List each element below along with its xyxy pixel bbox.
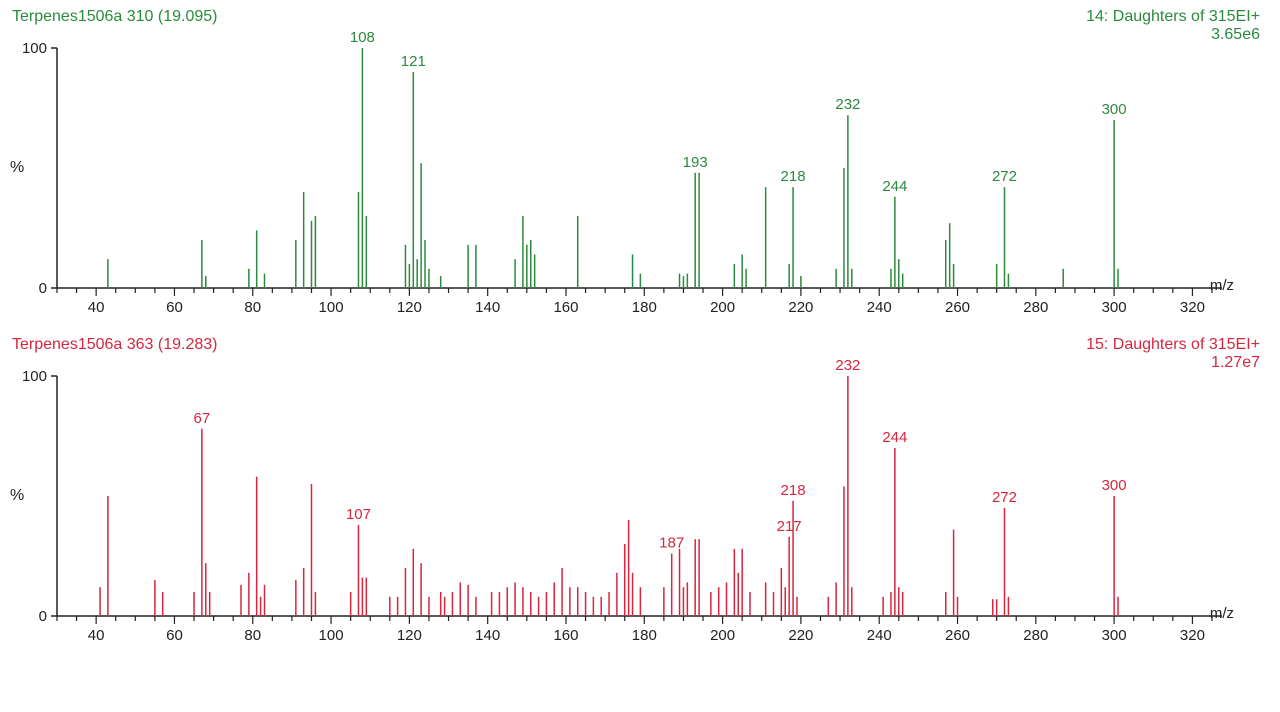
mass-spectrum-svg: 0 100 40 60 80 100 120 140 160 180 200 220 240 260 280…: [12, 28, 1242, 318]
svg-text:260: 260: [945, 627, 970, 644]
peak-label: 121: [401, 53, 426, 70]
svg-text:m/z: m/z: [1210, 605, 1234, 622]
svg-text:160: 160: [553, 299, 578, 316]
svg-text:80: 80: [244, 299, 261, 316]
svg-text:100: 100: [319, 627, 344, 644]
header-right-line1: 14: Daughters of 315EI+: [1086, 8, 1260, 26]
panel-header: Terpenes1506a 363 (19.283) 15: Daughters …: [12, 336, 1268, 356]
chart-area: % 0 100 40 60 80 100 120 140 160 180 200 220 240 260 28…: [12, 356, 1268, 646]
svg-text:40: 40: [88, 627, 105, 644]
peak-label: 300: [1102, 101, 1127, 118]
header-left-title: Terpenes1506a 310 (19.095): [12, 8, 218, 26]
peak-label: 193: [683, 154, 708, 171]
svg-text:80: 80: [244, 627, 261, 644]
svg-text:200: 200: [710, 627, 735, 644]
svg-text:160: 160: [553, 627, 578, 644]
svg-text:m/z: m/z: [1210, 277, 1234, 294]
svg-text:120: 120: [397, 299, 422, 316]
svg-text:120: 120: [397, 627, 422, 644]
peak-label: 218: [781, 168, 806, 185]
svg-text:300: 300: [1102, 627, 1127, 644]
svg-text:180: 180: [632, 299, 657, 316]
y-axis-label: %: [10, 159, 24, 177]
svg-text:140: 140: [475, 299, 500, 316]
svg-text:60: 60: [166, 627, 183, 644]
svg-text:180: 180: [632, 627, 657, 644]
svg-text:100: 100: [319, 299, 344, 316]
spectrum-panel-top: Terpenes1506a 310 (19.095) 14: Daughters …: [12, 8, 1268, 318]
svg-text:220: 220: [788, 299, 813, 316]
peak-label: 187: [659, 535, 684, 552]
svg-text:100: 100: [22, 40, 47, 57]
svg-text:240: 240: [867, 627, 892, 644]
svg-text:40: 40: [88, 299, 105, 316]
svg-text:300: 300: [1102, 299, 1127, 316]
svg-text:0: 0: [39, 608, 47, 625]
svg-text:260: 260: [945, 299, 970, 316]
svg-text:320: 320: [1180, 299, 1205, 316]
peak-label: 218: [781, 482, 806, 499]
peak-label: 232: [835, 357, 860, 374]
peak-label: 244: [882, 429, 907, 446]
peak-label: 244: [882, 178, 907, 195]
svg-text:220: 220: [788, 627, 813, 644]
svg-text:280: 280: [1023, 299, 1048, 316]
spectrum-panel-bottom: Terpenes1506a 363 (19.283) 15: Daughters …: [12, 336, 1268, 646]
svg-text:200: 200: [710, 299, 735, 316]
svg-text:0: 0: [39, 280, 47, 297]
header-left-title: Terpenes1506a 363 (19.283): [12, 336, 218, 354]
mass-spectrum-svg: 0 100 40 60 80 100 120 140 160 180 200 220 240 260 280…: [12, 356, 1242, 646]
peak-label: 217: [777, 518, 802, 535]
peak-label: 67: [194, 410, 211, 427]
svg-text:320: 320: [1180, 627, 1205, 644]
svg-text:100: 100: [22, 368, 47, 385]
peak-label: 272: [992, 489, 1017, 506]
header-right-line1: 15: Daughters of 315EI+: [1086, 336, 1260, 354]
svg-text:140: 140: [475, 627, 500, 644]
peak-label: 300: [1102, 477, 1127, 494]
y-axis-label: %: [10, 487, 24, 505]
panel-header: Terpenes1506a 310 (19.095) 14: Daughters …: [12, 8, 1268, 28]
peak-label: 108: [350, 29, 375, 46]
peak-label: 272: [992, 168, 1017, 185]
svg-text:240: 240: [867, 299, 892, 316]
chart-area: % 0 100 40 60 80 100 120 140 160 180 200 220 240 260 28…: [12, 28, 1268, 318]
peak-label: 232: [835, 96, 860, 113]
svg-text:60: 60: [166, 299, 183, 316]
peak-label: 107: [346, 506, 371, 523]
svg-text:280: 280: [1023, 627, 1048, 644]
